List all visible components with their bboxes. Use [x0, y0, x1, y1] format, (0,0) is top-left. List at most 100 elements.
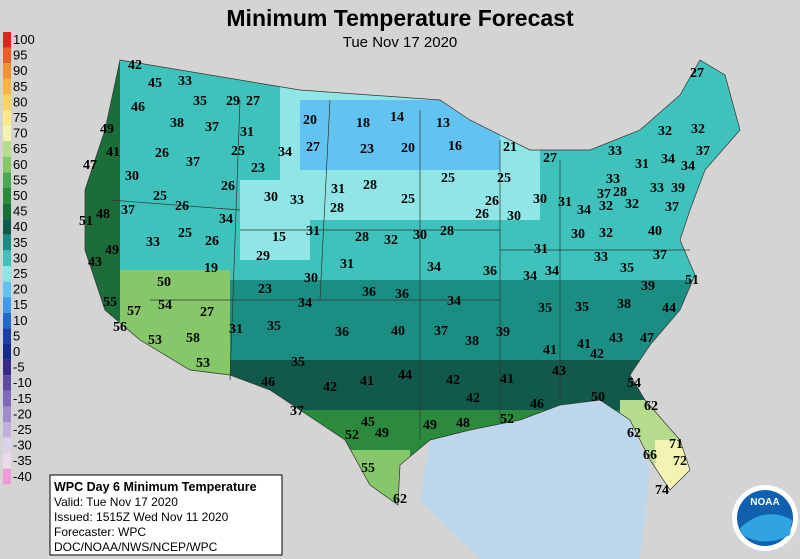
station-value: 54 — [627, 376, 641, 391]
scale-label: -30 — [13, 438, 32, 453]
station-value: 43 — [88, 255, 102, 270]
station-value: 39 — [671, 181, 685, 196]
station-value: 28 — [440, 224, 454, 239]
station-value: 38 — [170, 116, 184, 131]
scale-label: -40 — [13, 469, 32, 484]
station-value: 45 — [148, 76, 162, 91]
station-value: 27 — [543, 151, 557, 166]
station-value: 34 — [661, 152, 675, 167]
scale-label: -5 — [13, 360, 25, 375]
station-value: 27 — [306, 140, 320, 155]
info-line: DOC/NOAA/NWS/NCEP/WPC — [54, 540, 218, 554]
station-value: 36 — [483, 264, 497, 279]
info-title: WPC Day 6 Minimum Temperature — [54, 480, 257, 494]
scale-swatch — [3, 156, 11, 173]
info-line: Forecaster: WPC — [54, 525, 146, 539]
scale-swatch — [3, 359, 11, 376]
scale-label: 95 — [13, 48, 27, 63]
info-line: Valid: Tue Nov 17 2020 — [54, 495, 178, 509]
station-value: 32 — [599, 226, 613, 241]
station-value: 19 — [204, 261, 218, 276]
station-value: 30 — [533, 192, 547, 207]
scale-label: 25 — [13, 266, 27, 281]
station-value: 36 — [362, 285, 376, 300]
station-value: 40 — [648, 224, 662, 239]
station-value: 28 — [363, 178, 377, 193]
station-value: 15 — [272, 230, 286, 245]
station-value: 37 — [696, 144, 710, 159]
station-value: 27 — [690, 66, 704, 81]
station-value: 30 — [571, 227, 585, 242]
station-value: 34 — [278, 145, 292, 160]
station-value: 39 — [641, 279, 655, 294]
station-value: 43 — [552, 364, 566, 379]
station-value: 41 — [106, 145, 120, 160]
station-value: 29 — [256, 249, 270, 264]
station-value: 53 — [196, 356, 210, 371]
scale-swatch — [3, 47, 11, 64]
station-value: 30 — [125, 169, 139, 184]
scale-swatch — [3, 422, 11, 438]
scale-swatch — [3, 281, 11, 298]
subtitle: Tue Nov 17 2020 — [343, 34, 458, 51]
scale-swatch — [3, 453, 11, 469]
scale-label: 20 — [13, 282, 27, 297]
station-value: 35 — [291, 355, 305, 370]
station-value: 31 — [558, 195, 572, 210]
station-value: 25 — [441, 171, 455, 186]
station-value: 28 — [330, 201, 344, 216]
station-value: 41 — [577, 337, 591, 352]
station-value: 34 — [298, 296, 312, 311]
boundaries — [84, 59, 741, 506]
station-value: 32 — [658, 124, 672, 139]
station-value: 27 — [200, 305, 214, 320]
scale-label: 50 — [13, 188, 27, 203]
station-value: 62 — [644, 399, 658, 414]
scale-swatch — [3, 437, 11, 454]
scale-label: -35 — [13, 453, 32, 468]
station-value: 37 — [205, 120, 219, 135]
scale-swatch — [3, 468, 11, 485]
station-value: 37 — [597, 187, 611, 202]
station-value: 36 — [335, 325, 349, 340]
scale-swatch — [3, 188, 11, 204]
station-value: 50 — [157, 275, 171, 290]
station-value: 21 — [503, 140, 517, 155]
scale-swatch — [3, 390, 11, 407]
scale-swatch — [3, 32, 11, 48]
station-value: 16 — [448, 139, 462, 154]
station-value: 33 — [290, 193, 304, 208]
station-value: 33 — [146, 235, 160, 250]
station-value: 35 — [575, 300, 589, 315]
station-value: 23 — [251, 161, 265, 176]
station-value: 34 — [427, 260, 441, 275]
station-value: 14 — [390, 110, 404, 125]
station-value: 31 — [635, 157, 649, 172]
station-value: 42 — [466, 391, 480, 406]
station-value: 46 — [530, 397, 544, 412]
station-value: 41 — [543, 343, 557, 358]
station-value: 33 — [608, 144, 622, 159]
station-value: 42 — [590, 347, 604, 362]
station-value: 44 — [398, 368, 412, 383]
station-value: 25 — [401, 192, 415, 207]
station-value: 25 — [153, 189, 167, 204]
scale-swatch — [3, 344, 11, 360]
station-value: 28 — [613, 185, 627, 200]
station-value: 25 — [231, 144, 245, 159]
scale-label: 90 — [13, 63, 27, 78]
scale-label: 85 — [13, 79, 27, 94]
station-value: 37 — [290, 404, 304, 419]
station-value: 51 — [685, 273, 699, 288]
station-value: 55 — [103, 295, 117, 310]
station-value: 49 — [375, 426, 389, 441]
station-value: 34 — [545, 264, 559, 279]
station-value: 32 — [691, 122, 705, 137]
station-value: 31 — [534, 242, 548, 257]
scale-label: 65 — [13, 141, 27, 156]
station-value: 28 — [355, 230, 369, 245]
station-value: 26 — [175, 199, 189, 214]
station-value: 53 — [148, 333, 162, 348]
station-value: 34 — [219, 212, 233, 227]
